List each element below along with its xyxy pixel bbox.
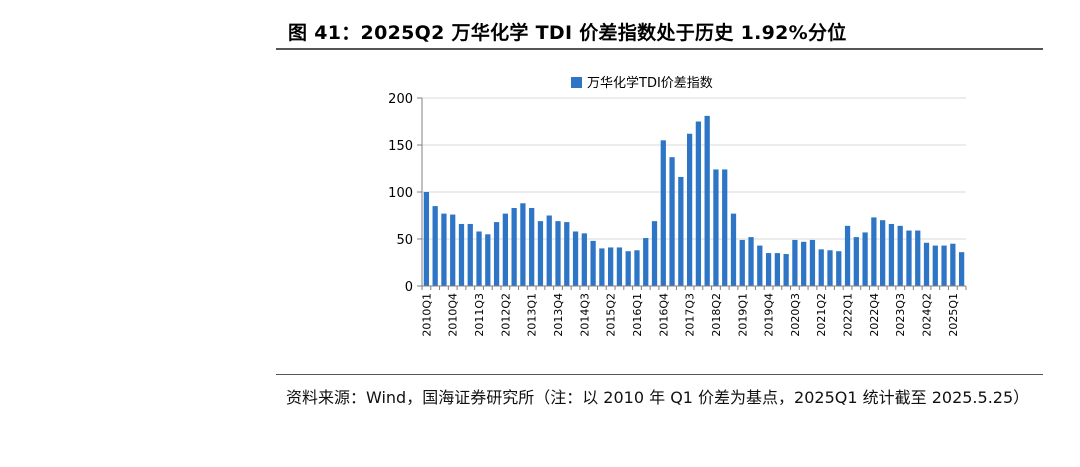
bar-2012Q2 bbox=[502, 213, 508, 286]
bar-2016Q1 bbox=[634, 250, 640, 286]
bar-2018Q4 bbox=[730, 213, 737, 286]
bar-2020Q1 bbox=[774, 253, 780, 286]
x-tick-label: 2016Q4 bbox=[657, 293, 670, 337]
bar-2017Q1 bbox=[669, 157, 675, 286]
x-axis: 2010Q1 2010Q4 2011Q3 2012Q2 2013Q1 2013Q4 2014… bbox=[420, 285, 967, 337]
x-tick-label: 2010Q4 bbox=[447, 293, 460, 337]
bar-2022Q4 bbox=[871, 217, 877, 286]
source-note: 资料来源：Wind，国海证券研究所（注：以 2010 年 Q1 价差为基点，20… bbox=[286, 388, 1030, 407]
bar-2023Q2 bbox=[888, 223, 895, 286]
x-tick-label: 2019Q4 bbox=[763, 293, 776, 337]
bar-2014Q1 bbox=[564, 222, 570, 286]
x-tick-label: 2017Q3 bbox=[684, 293, 697, 337]
x-tick-label: 2025Q1 bbox=[947, 293, 960, 337]
bar-2019Q4 bbox=[765, 253, 772, 286]
bar-2011Q1 bbox=[458, 223, 465, 286]
title-rule bbox=[276, 48, 1043, 50]
bar-2016Q4 bbox=[660, 140, 666, 286]
x-tick-label: 2016Q1 bbox=[631, 293, 644, 337]
bar-2023Q3 bbox=[897, 225, 903, 286]
bar-2015Q3 bbox=[616, 247, 623, 286]
y-tick-label: 100 bbox=[388, 186, 413, 201]
bar-2017Q3 bbox=[686, 133, 693, 286]
bar-2021Q4 bbox=[836, 251, 842, 286]
bar-2018Q1 bbox=[704, 115, 710, 286]
legend-label: 万华化学TDI价差指数 bbox=[587, 75, 713, 91]
bar-2014Q2 bbox=[572, 231, 579, 286]
bar-2024Q3 bbox=[932, 245, 938, 286]
bar-2010Q3 bbox=[441, 213, 447, 286]
bar-2014Q3 bbox=[581, 233, 587, 286]
bar-2015Q2 bbox=[608, 247, 614, 286]
bar-2013Q1 bbox=[529, 207, 535, 286]
bar-2018Q2 bbox=[713, 169, 719, 286]
legend-swatch bbox=[571, 77, 582, 88]
x-tick-label: 2012Q2 bbox=[499, 293, 512, 337]
bar-2023Q4 bbox=[906, 230, 912, 286]
bar-2022Q3 bbox=[862, 232, 868, 286]
bar-2010Q2 bbox=[432, 206, 438, 286]
bar-2015Q4 bbox=[625, 251, 631, 286]
bar-2017Q4 bbox=[695, 121, 702, 286]
bar-2025Q1 bbox=[950, 243, 956, 286]
bar-2013Q3 bbox=[546, 215, 552, 286]
bar-2020Q4 bbox=[801, 241, 807, 286]
x-tick-label: 2011Q3 bbox=[473, 293, 486, 337]
x-tick-label: 2018Q2 bbox=[710, 293, 723, 337]
y-axis: 0 50 100 150 200 bbox=[388, 92, 423, 295]
bar-2017Q2 bbox=[678, 176, 684, 286]
bar-2012Q1 bbox=[493, 222, 500, 286]
bar-2011Q4 bbox=[485, 234, 491, 286]
bar-2023Q1 bbox=[880, 220, 886, 286]
bar-2013Q2 bbox=[537, 221, 544, 286]
bar-2022Q1 bbox=[844, 225, 851, 286]
y-tick-label: 50 bbox=[396, 233, 413, 248]
bar-2011Q3 bbox=[476, 231, 482, 286]
bar-2011Q2 bbox=[467, 223, 473, 286]
x-tick-label: 2021Q2 bbox=[815, 293, 828, 337]
legend: 万华化学TDI价差指数 bbox=[571, 75, 713, 91]
bar-2019Q1 bbox=[739, 239, 745, 286]
bar-2021Q1 bbox=[809, 239, 816, 286]
x-tick-label: 2022Q4 bbox=[868, 293, 881, 337]
bar-2019Q3 bbox=[757, 245, 763, 286]
bar-2016Q3 bbox=[651, 221, 658, 286]
x-tick-label: 2014Q3 bbox=[578, 293, 591, 337]
bar-2021Q2 bbox=[818, 249, 824, 286]
x-tick-label: 2015Q2 bbox=[605, 293, 618, 337]
bar-2013Q4 bbox=[555, 221, 561, 286]
bar-2024Q4 bbox=[941, 245, 947, 286]
bars bbox=[423, 115, 965, 286]
x-tick-label: 2023Q3 bbox=[894, 293, 907, 337]
x-tick-label: 2010Q1 bbox=[420, 293, 433, 337]
x-tick-label: 2019Q1 bbox=[736, 293, 749, 337]
bar-2012Q4 bbox=[520, 203, 526, 286]
bar-2020Q2 bbox=[783, 254, 789, 286]
bar-2020Q3 bbox=[792, 239, 798, 286]
bar-2024Q1 bbox=[915, 230, 921, 286]
bar-2010Q4 bbox=[450, 214, 456, 286]
bar-2019Q2 bbox=[748, 237, 754, 286]
source-rule bbox=[276, 374, 1043, 376]
x-tick-label: 2013Q4 bbox=[552, 293, 565, 337]
x-tick-label: 2013Q1 bbox=[526, 293, 539, 337]
bar-2014Q4 bbox=[590, 240, 596, 286]
x-tick-label: 2022Q1 bbox=[842, 293, 855, 337]
x-tick-label: 2024Q2 bbox=[921, 293, 934, 337]
bar-2018Q3 bbox=[722, 169, 728, 286]
y-tick-label: 0 bbox=[405, 280, 413, 295]
bar-2012Q3 bbox=[511, 207, 517, 286]
bar-2021Q3 bbox=[827, 250, 833, 286]
bar-2025Q2 bbox=[958, 252, 965, 286]
bar-2016Q2 bbox=[643, 238, 649, 286]
bar-2022Q2 bbox=[853, 237, 859, 286]
figure-title: 图 41：2025Q2 万华化学 TDI 价差指数处于历史 1.92%分位 bbox=[288, 22, 847, 44]
bar-2024Q2 bbox=[923, 242, 930, 286]
y-tick-label: 150 bbox=[388, 139, 413, 154]
x-tick-label: 2020Q3 bbox=[789, 293, 802, 337]
bar-2010Q1 bbox=[423, 192, 430, 286]
bar-2015Q1 bbox=[599, 248, 605, 286]
y-tick-label: 200 bbox=[388, 92, 413, 107]
